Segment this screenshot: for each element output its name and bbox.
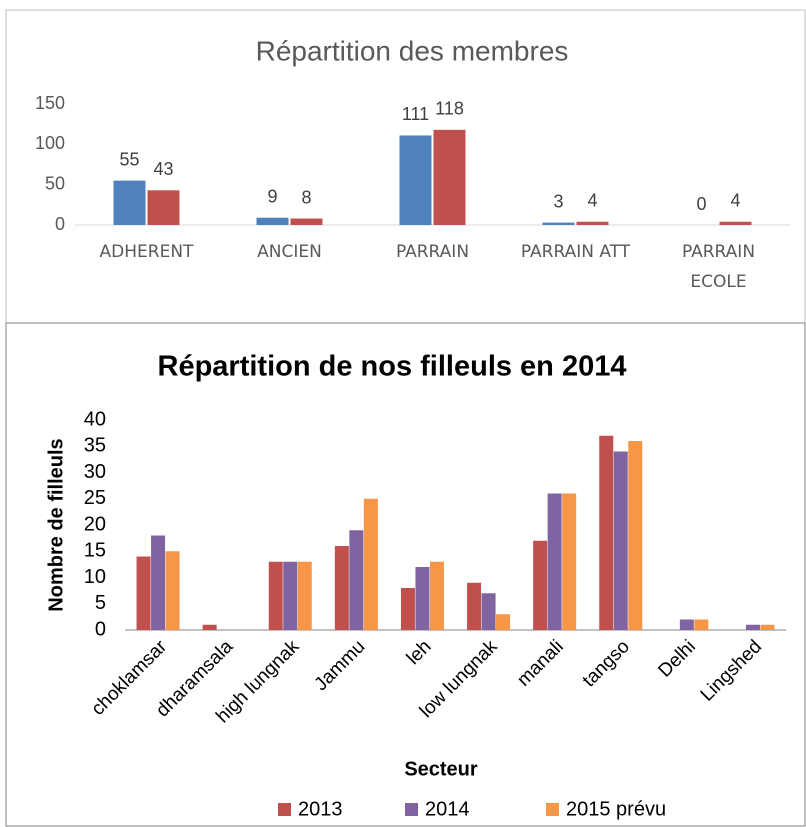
- bar: [628, 441, 643, 630]
- bar: [694, 619, 709, 630]
- data-label: 111: [402, 104, 429, 124]
- data-label: 43: [153, 159, 173, 179]
- bar: [415, 567, 430, 630]
- y-tick-label: 35: [84, 435, 106, 457]
- legend-swatch: [278, 803, 291, 816]
- y-tick-label: 30: [84, 461, 106, 483]
- y-tick-label: 0: [95, 618, 106, 640]
- x-tick-label: ADHERENT: [99, 242, 194, 262]
- data-label: 3: [553, 191, 563, 211]
- bar: [113, 180, 146, 225]
- bar: [679, 619, 694, 630]
- bar: [151, 535, 166, 630]
- data-label: 4: [730, 191, 740, 211]
- y-tick-label: 150: [35, 93, 65, 113]
- bar: [599, 435, 614, 630]
- bar: [547, 493, 562, 630]
- bar: [745, 624, 760, 630]
- x-tick-label: PARRAIN ECOLE: [681, 242, 756, 292]
- x-tick-label-box: PARRAIN ECOLE: [681, 242, 756, 292]
- y-tick-label: 20: [84, 513, 106, 535]
- bar: [400, 588, 415, 630]
- bar: [147, 190, 180, 225]
- chart-title: Répartition des membres: [256, 35, 569, 66]
- bar: [363, 498, 378, 630]
- y-tick-label: 15: [84, 540, 106, 562]
- data-label: 8: [301, 187, 311, 207]
- chart-frame: [5, 322, 806, 827]
- y-tick-label: 0: [55, 214, 65, 234]
- y-axis-label: Nombre de filleuls: [45, 438, 67, 611]
- bar: [576, 221, 609, 225]
- legend-label: 2014: [425, 798, 470, 820]
- data-label: 9: [267, 186, 277, 206]
- bar: [256, 217, 289, 225]
- y-tick-label: 25: [84, 487, 106, 509]
- bar: [268, 561, 283, 630]
- x-tick-label-box: ANCIEN: [257, 242, 322, 262]
- bar: [349, 530, 364, 630]
- x-tick-label-box: PARRAIN: [395, 242, 470, 262]
- bar: [496, 614, 511, 630]
- x-tick-label: PARRAIN ATT: [520, 242, 631, 262]
- bar: [433, 129, 466, 225]
- data-label: 118: [435, 99, 464, 119]
- legend-label: 2015 prévu: [566, 798, 666, 820]
- bar: [533, 540, 548, 630]
- bar: [760, 624, 775, 630]
- bar: [542, 222, 575, 225]
- bar: [165, 551, 180, 630]
- bar: [290, 218, 323, 225]
- data-label: 55: [119, 149, 139, 169]
- x-tick-label: ANCIEN: [257, 242, 322, 262]
- bar: [613, 451, 628, 630]
- y-tick-label: 50: [45, 173, 65, 193]
- bar: [202, 624, 217, 630]
- bar: [429, 561, 444, 630]
- bar: [283, 561, 298, 630]
- chart-title: Répartition de nos filleuls en 2014: [158, 351, 627, 383]
- y-tick-label: 40: [84, 408, 106, 430]
- bar: [562, 493, 577, 630]
- legend-label: 2013: [298, 798, 343, 820]
- bar: [399, 135, 432, 225]
- y-tick-label: 100: [35, 133, 65, 153]
- data-label: 4: [587, 191, 597, 211]
- bar: [719, 221, 752, 225]
- bar: [481, 593, 496, 630]
- bar: [136, 556, 151, 630]
- x-tick-label-box: ADHERENT: [99, 242, 194, 262]
- x-axis-label: Secteur: [404, 758, 478, 780]
- y-tick-label: 10: [84, 566, 106, 588]
- bar: [467, 582, 482, 630]
- legend-swatch: [546, 803, 559, 816]
- bar: [334, 546, 349, 630]
- x-tick-label: PARRAIN: [395, 242, 470, 262]
- data-label: 0: [696, 194, 706, 214]
- legend-swatch: [405, 803, 418, 816]
- y-tick-label: 5: [95, 592, 106, 614]
- x-tick-label-box: PARRAIN ATT: [520, 242, 631, 262]
- bar: [297, 561, 312, 630]
